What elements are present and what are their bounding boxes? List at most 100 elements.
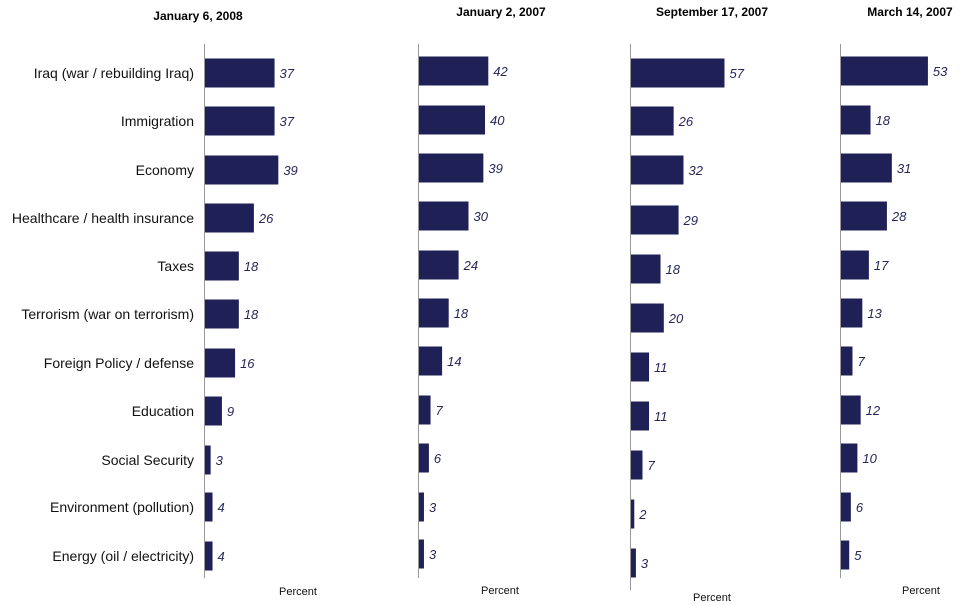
chart-4-bar <box>841 443 858 473</box>
category-label: Foreign Policy / defense <box>44 355 194 371</box>
chart-1-bar <box>205 251 239 281</box>
chart-2-bar <box>419 56 489 86</box>
chart-4-value-label: 7 <box>857 354 865 369</box>
chart-2-value-label: 42 <box>493 64 508 79</box>
chart-2-value-label: 39 <box>488 161 502 176</box>
chart-1-value-label: 4 <box>218 549 225 564</box>
chart-1-bar <box>205 541 213 571</box>
chart-3-value-label: 2 <box>638 507 647 522</box>
chart-2-value-label: 3 <box>429 547 437 562</box>
chart-4-value-label: 5 <box>854 548 862 563</box>
chart-1-bar <box>205 492 213 522</box>
chart-2-value-label: 7 <box>436 403 444 418</box>
chart-2-bar <box>419 346 443 376</box>
chart-2-value-label: 18 <box>454 306 469 321</box>
chart-2-value-label: 30 <box>474 209 489 224</box>
chart-3-bar <box>631 106 674 136</box>
chart-4-title: March 14, 2007 <box>867 5 953 19</box>
chart-4-value-label: 31 <box>897 161 911 176</box>
chart-1-value-label: 37 <box>280 66 295 81</box>
chart-3-value-label: 26 <box>678 114 694 129</box>
chart-2-value-label: 14 <box>447 354 461 369</box>
chart-2-bar <box>419 201 469 231</box>
chart-1-bar <box>205 348 236 378</box>
chart-4-value-label: 6 <box>856 500 864 515</box>
chart-1-bar <box>205 445 211 475</box>
chart-3-title: September 17, 2007 <box>656 5 768 19</box>
chart-1-bar <box>205 58 275 88</box>
chart-4-xlabel: Percent <box>902 585 940 597</box>
chart-1-value-label: 18 <box>244 307 259 322</box>
chart-3-bar <box>631 548 636 578</box>
chart-3-value-label: 57 <box>729 66 744 81</box>
chart-1-value-label: 26 <box>258 211 274 226</box>
chart-1-value-label: 9 <box>227 404 234 419</box>
chart-1-title: January 6, 2008 <box>153 9 243 23</box>
chart-2-value-label: 24 <box>463 258 478 273</box>
category-label: Education <box>132 403 194 419</box>
chart-3-value-label: 29 <box>683 213 698 228</box>
chart-4-bar <box>841 492 851 522</box>
chart-3-bar <box>631 352 650 382</box>
category-label: Healthcare / health insurance <box>12 210 194 226</box>
chart-1-value-label: 4 <box>218 500 225 515</box>
chart-1-value-label: 3 <box>216 453 224 468</box>
category-label: Environment (pollution) <box>50 499 194 515</box>
chart-3-bar <box>631 499 635 529</box>
chart-2-value-label: 3 <box>429 500 437 515</box>
chart-2-value-label: 6 <box>434 451 442 466</box>
chart-3-bar <box>631 254 661 284</box>
chart-4-bar <box>841 105 871 135</box>
chart-1-value-label: 18 <box>244 259 259 274</box>
chart-3-value-label: 11 <box>654 360 668 375</box>
chart-1-bar <box>205 106 275 136</box>
chart-2-bar <box>419 250 459 280</box>
chart-2-bar <box>419 539 424 569</box>
category-label: Economy <box>136 162 194 178</box>
chart-1-value-label: 39 <box>283 163 297 178</box>
chart-1-value-label: 37 <box>280 114 295 129</box>
chart-1-bar <box>205 155 279 185</box>
category-label: Immigration <box>121 113 194 129</box>
chart-4-bar <box>841 201 887 231</box>
chart-2-bar <box>419 492 424 522</box>
chart-4-bar <box>841 346 853 376</box>
chart-3-value-label: 20 <box>668 311 684 326</box>
chart-3-bar <box>631 303 664 333</box>
chart-3-bar <box>631 155 684 185</box>
chart-1-bar <box>205 299 239 329</box>
chart-3-value-label: 3 <box>641 556 649 571</box>
chart-4-bar <box>841 298 863 328</box>
chart-3-value-label: 32 <box>688 163 703 178</box>
chart-4-value-label: 17 <box>874 258 889 273</box>
chart-4-value-label: 53 <box>933 64 948 79</box>
chart-1-bar <box>205 396 222 426</box>
category-label: Energy (oil / electricity) <box>52 548 194 564</box>
chart-4-bar <box>841 250 869 280</box>
chart-2-title: January 2, 2007 <box>456 5 546 19</box>
category-label: Taxes <box>157 258 194 274</box>
chart-3-value-label: 18 <box>666 262 681 277</box>
chart-3-bar <box>631 58 725 88</box>
chart-1-xlabel: Percent <box>279 586 317 598</box>
category-label: Social Security <box>101 452 194 468</box>
chart-4-bar <box>841 56 928 86</box>
chart-3-xlabel: Percent <box>693 592 731 604</box>
chart-2-bar <box>419 153 484 183</box>
chart-4-bar <box>841 395 861 425</box>
chart-2-bar <box>419 395 431 425</box>
chart-2-xlabel: Percent <box>481 585 519 597</box>
chart-3-bar <box>631 450 643 480</box>
chart-2-value-label: 40 <box>490 113 505 128</box>
chart-4-bar <box>841 540 850 570</box>
chart-1-value-label: 16 <box>240 356 255 371</box>
chart-4-value-label: 28 <box>891 209 907 224</box>
chart-4-bar <box>841 153 892 183</box>
chart-3-value-label: 11 <box>654 409 668 424</box>
chart-3-bar <box>631 401 650 431</box>
chart-2-bar <box>419 105 485 135</box>
category-label: Iraq (war / rebuilding Iraq) <box>34 65 194 81</box>
chart-1-bar <box>205 203 254 233</box>
chart-2-bar <box>419 298 449 328</box>
